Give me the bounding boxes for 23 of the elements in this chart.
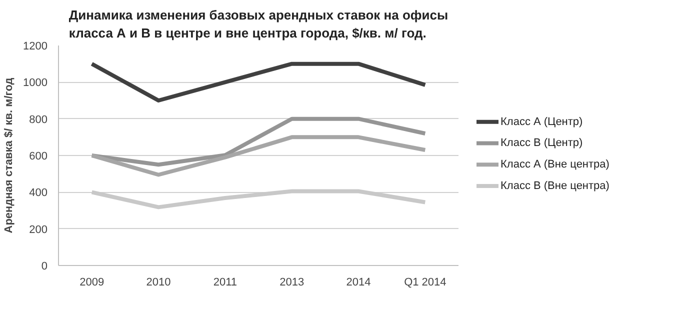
y-axis-title: Арендная ставка $/ кв. м/год: [3, 78, 16, 234]
line-series: [90, 189, 428, 210]
x-tick-label: 2014: [346, 276, 371, 288]
x-tick-label: 2013: [280, 276, 304, 288]
x-tick-label: 2010: [146, 276, 171, 288]
y-tick-label: 1000: [23, 77, 48, 90]
y-tick-label: 600: [29, 150, 48, 162]
legend-label: Класс В (Центр): [500, 137, 583, 150]
x-tick-label: Q1 2014: [404, 276, 446, 288]
legend-label: Класс А (Центр): [500, 116, 583, 128]
y-tick-label: 400: [29, 187, 48, 200]
y-tick-label: 0: [41, 260, 48, 272]
line-series: [90, 62, 428, 102]
x-tick-label: 2011: [213, 276, 237, 288]
line-series: [90, 116, 428, 167]
legend-label: Класс В (Вне центра): [500, 180, 610, 192]
y-tick-label: 800: [29, 114, 48, 126]
y-tick-label: 1200: [23, 40, 48, 52]
y-tick-label: 200: [29, 224, 48, 236]
line-series: [90, 135, 428, 177]
legend-label: Класс А (Вне центра): [500, 158, 610, 171]
x-tick-label: 2009: [80, 276, 104, 288]
chart-title: Динамика изменения базовых арендных ставок на офисы класса А и В в центре и вне центра города, $/кв. м/ год.: [68, 8, 448, 40]
